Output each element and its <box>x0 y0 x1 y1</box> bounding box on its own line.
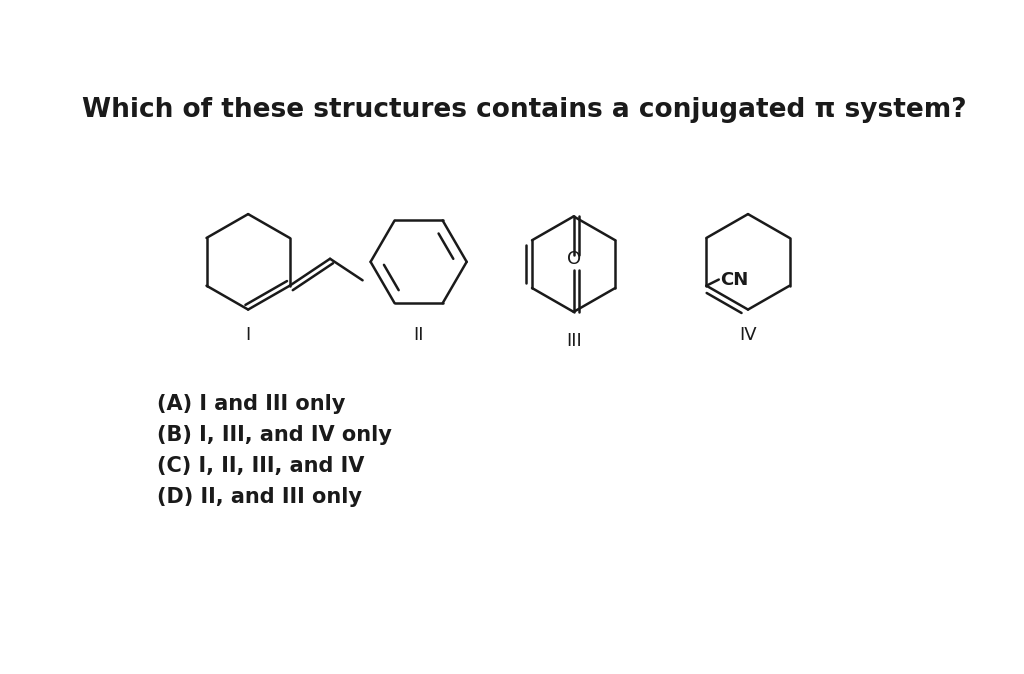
Text: III: III <box>565 332 582 350</box>
Text: (A) I and III only: (A) I and III only <box>158 394 346 415</box>
Text: (B) I, III, and IV only: (B) I, III, and IV only <box>158 425 392 445</box>
Text: I: I <box>246 326 251 344</box>
Text: Which of these structures contains a conjugated π system?: Which of these structures contains a con… <box>83 97 967 123</box>
Text: (D) II, and III only: (D) II, and III only <box>158 487 362 507</box>
Text: CN: CN <box>720 270 749 288</box>
Text: O: O <box>566 250 581 268</box>
Text: II: II <box>414 326 424 344</box>
Text: (C) I, II, III, and IV: (C) I, II, III, and IV <box>158 456 365 476</box>
Text: IV: IV <box>739 326 757 344</box>
